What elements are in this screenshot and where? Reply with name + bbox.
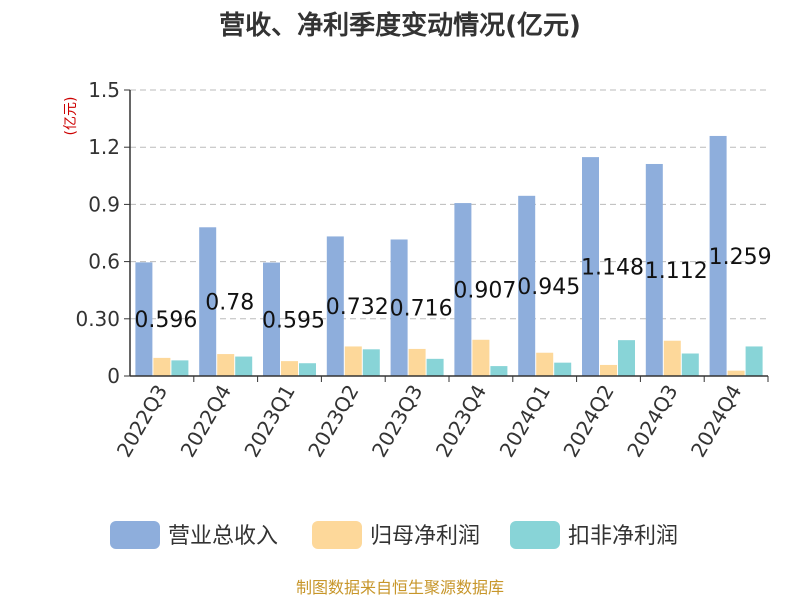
bar [582,157,599,376]
y-ticks: 0 0.30 0.6 0.9 1.2 1.5 [75,78,120,388]
bar [408,348,426,376]
data-label: 0.596 [134,308,197,333]
bar [454,203,472,376]
x-tick-label: 2022Q3 [112,381,172,462]
bar [135,262,153,376]
bar [344,346,362,376]
bar [390,239,408,376]
x-tick-label: 2023Q2 [303,381,363,462]
legend-label: 营业总收入 [168,524,278,549]
bar [472,339,490,376]
bar [600,364,617,376]
x-tick-label: 2022Q4 [176,381,236,462]
legend-swatch [110,521,160,549]
x-tick-label: 2023Q4 [431,381,491,462]
bar [426,358,444,376]
bar [554,362,572,376]
x-tick-label: 2024Q3 [622,381,682,462]
data-label: 0.907 [453,279,516,304]
data-label: 0.716 [390,297,453,322]
x-tick-label: 2024Q4 [686,381,746,462]
bars-group [135,135,763,376]
bar [199,227,217,376]
bar [727,370,745,376]
chart-title: 营收、净利季度变动情况(亿元) [219,10,581,41]
bar [263,262,280,376]
bar [299,363,316,376]
legend-label: 归母净利润 [370,524,480,549]
bar [618,340,635,376]
legend: 营业总收入 归母净利润 扣非净利润 [110,521,678,549]
source-note: 制图数据来自恒生聚源数据库 [296,578,504,597]
y-tick-label: 0.9 [88,192,120,216]
data-label: 1.112 [645,259,708,284]
bar [645,163,663,376]
bar [153,357,171,376]
legend-swatch [312,521,362,549]
data-label: 0.945 [517,275,580,300]
bar [663,340,681,376]
bar [326,236,344,376]
data-label: 0.732 [326,295,389,320]
x-ticks: 2022Q3 2022Q4 2023Q1 2023Q2 2023Q3 2023Q4 2024… [112,381,747,462]
bar [518,195,536,376]
bar [709,135,727,376]
axes [124,89,769,382]
y-tick-label: 0.6 [88,250,120,274]
data-label: 0.78 [205,291,254,316]
y-tick-label: 1.5 [88,78,120,102]
x-tick-label: 2024Q2 [558,381,618,462]
data-label: 1.148 [581,256,644,281]
bar [171,360,189,376]
x-tick-label: 2024Q1 [495,381,555,462]
x-tick-label: 2023Q3 [367,381,427,462]
bar [536,352,554,376]
y-tick-label: 0.30 [75,307,120,331]
bar [362,349,380,376]
x-tick-label: 2023Q1 [239,381,299,462]
legend-label: 扣非净利润 [568,524,678,549]
y-tick-label: 0 [107,364,120,388]
grid-lines [130,89,768,320]
bar [490,366,508,376]
legend-swatch [510,521,560,549]
y-tick-label: 1.2 [88,135,120,159]
bar [217,354,235,376]
bar [235,356,253,376]
bar [745,346,763,376]
bar [681,353,699,376]
bar [281,361,298,376]
data-label: 1.259 [709,245,772,270]
y-axis-unit: (亿元) [63,97,79,136]
data-label: 0.595 [262,308,325,333]
